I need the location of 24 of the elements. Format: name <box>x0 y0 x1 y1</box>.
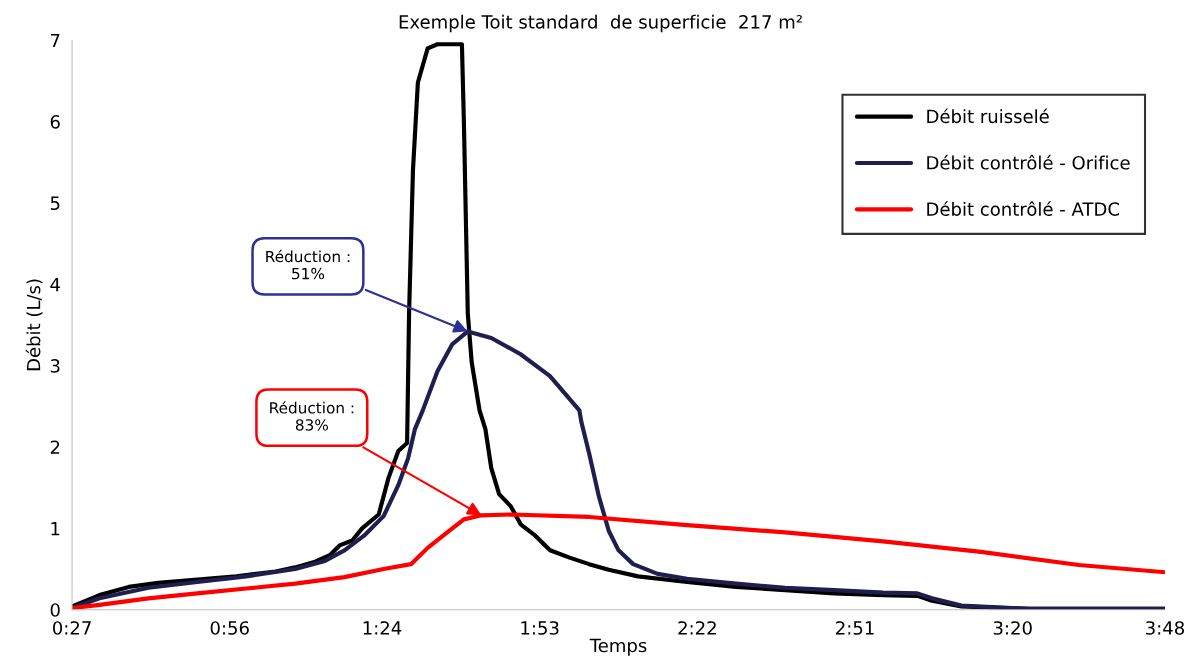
y-tick-label: 1 <box>51 522 60 536</box>
legend-label: Débit contrôlé - Orifice <box>927 154 1130 170</box>
y-tick-label: 2 <box>50 440 60 454</box>
legend-label: Débit ruisselé <box>927 108 1049 124</box>
x-tick-label: 1:53 <box>521 621 559 635</box>
y-tick-label: 5 <box>50 196 60 211</box>
chart-title: Exemple Toit standard de superficie 217 m² <box>399 14 802 33</box>
annotation: Réduction : 51% <box>266 249 350 280</box>
x-axis-title: Temps <box>589 638 647 656</box>
legend-label: Débit contrôlé - ATDC <box>927 201 1120 216</box>
y-tick-label: 3 <box>50 359 60 373</box>
y-tick-label: 6 <box>50 115 60 129</box>
x-tick-label: 1:24 <box>363 621 402 635</box>
y-tick-label: 0 <box>50 603 60 617</box>
y-tick-label: 7 <box>50 33 60 48</box>
y-tick-label: 4 <box>50 277 60 292</box>
x-tick-label: 2:51 <box>836 621 874 635</box>
x-tick-label: 3:48 <box>1146 621 1185 635</box>
x-tick-label: 2:22 <box>678 621 716 635</box>
y-axis-title: Débit (L/s) <box>25 279 43 371</box>
x-tick-label: 0:56 <box>210 621 249 635</box>
x-tick-label: 0:27 <box>52 621 91 635</box>
x-tick-label: 3:20 <box>993 621 1032 635</box>
annotation: Réduction : 83% <box>270 401 354 431</box>
